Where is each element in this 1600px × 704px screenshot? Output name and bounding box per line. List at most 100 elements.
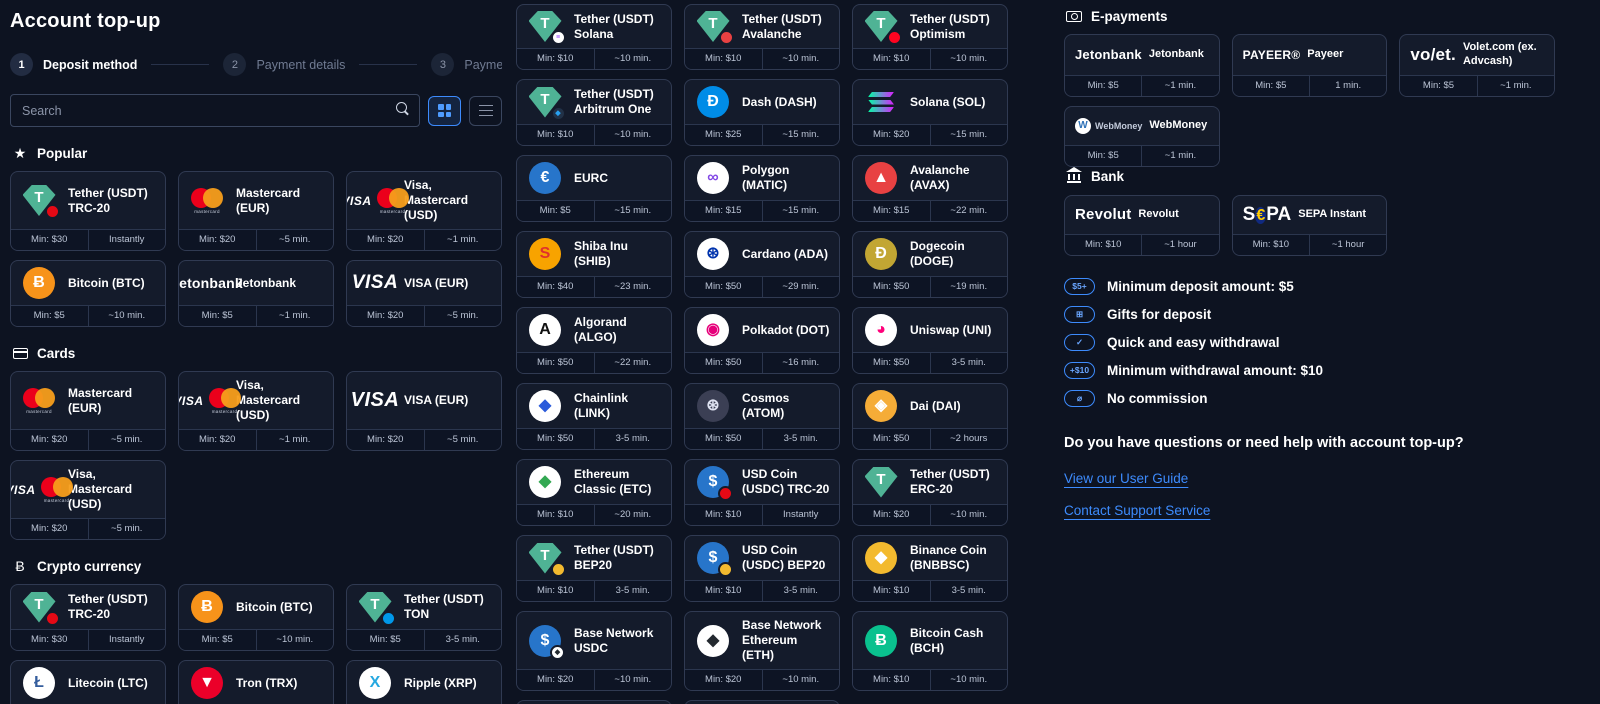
method-min-amount: Min: $50 (517, 353, 595, 373)
payment-method-card[interactable]: € EURC Min: $5 ~15 min. (516, 155, 672, 222)
payment-method-card[interactable]: VISAmastercard Visa, Mastercard (USD) Mi… (10, 460, 166, 540)
method-processing-time: ~5 min. (111, 523, 143, 534)
payment-method-card[interactable]: X Ripple (XRP) Min: $30 ~56 min. (346, 660, 502, 704)
contact-support-link[interactable]: Contact Support Service (1064, 502, 1211, 518)
method-icon-slot: ⊛ (691, 390, 735, 422)
payment-method-card[interactable]: ▲ Avalanche (AVAX) Min: $15 ~22 min. (852, 155, 1008, 222)
payment-method-card[interactable]: T Tether (USDT) Avalanche Min: $10 ~10 m… (684, 4, 840, 70)
method-min-amount: Min: $10 (853, 670, 931, 690)
method-card-footer: Min: $5 ~1 min. (1400, 74, 1554, 96)
network-badge (718, 562, 733, 577)
method-card-top: mastercard Mastercard (EUR) (179, 172, 333, 229)
payment-method-card[interactable]: ◆ Ethereum Classic (ETC) Min: $10 ~20 mi… (516, 459, 672, 526)
payment-method-card[interactable]: vo/et. Volet.com (ex. Advcash) Min: $5 ~… (1399, 34, 1555, 97)
step-payment-details[interactable]: 2 Payment details (223, 53, 345, 76)
method-card-footer: Min: $20 ~10 min. (517, 669, 671, 690)
payment-method-card[interactable]: mastercard Mastercard (EUR) Min: $20 ~5 … (178, 171, 334, 251)
payment-method-card[interactable]: Revolut Revolut Min: $10 ~1 hour (1064, 194, 1220, 256)
payment-method-card[interactable]: Ð Dogecoin (DOGE) Min: $50 ~19 min. (852, 231, 1008, 298)
payment-method-card[interactable]: $ USD Coin (USDC) TRC-20 Min: $10 Instan… (684, 459, 840, 526)
payment-method-card[interactable]: Ƀ Bitcoin (BTC) Min: $5 ~10 min. (10, 260, 166, 327)
method-name: EURC (574, 170, 609, 185)
method-min-amount: Min: $5 (179, 306, 257, 326)
method-card-top: Ƀ Bitcoin (BTC) (11, 261, 165, 305)
method-card-top: VISA VISA (EUR) (347, 372, 501, 429)
step-deposit-method[interactable]: 1 Deposit method (10, 53, 137, 76)
method-card-footer: Min: $10 ~10 min. (517, 48, 671, 69)
payment-method-card[interactable]: VISA VISA (EUR) Min: $20 ~5 min. (346, 260, 502, 327)
payment-method-card[interactable]: ▼ Tron (TRX) Min: $10 Instantly (178, 660, 334, 704)
method-card-top: VISAmastercard Visa, Mastercard (USD) (11, 461, 165, 518)
method-name: Bitcoin Cash (BCH) (910, 625, 984, 655)
section-title: Bank (1091, 169, 1125, 184)
payment-method-card[interactable]: mastercard Mastercard (EUR) Min: $20 ~5 … (10, 371, 166, 451)
right-panel: E-payments Jetonbank Jetonbank Min: $5 ~… (1008, 0, 1600, 704)
payment-method-card[interactable]: VISAmastercard Visa, Mastercard (USD) Mi… (346, 171, 502, 251)
payment-method-card[interactable]: A Algorand (ALGO) Min: $50 ~22 min. (516, 307, 672, 374)
method-min-amount: Min: $20 (179, 430, 257, 450)
feature-quick-withdrawal: ✓ Quick and easy withdrawal (1064, 333, 1555, 351)
mastercard-icon: mastercard (191, 187, 223, 214)
payment-method-card[interactable]: Ƀ Bitcoin Cash (BCH) Min: $10 ~10 min. (852, 611, 1008, 691)
payment-method-card[interactable]: Jetonbank Jetonbank Min: $5 ~1 min. (178, 260, 334, 327)
payment-method-card[interactable]: ◉ Polkadot (DOT) Min: $50 ~16 min. (684, 307, 840, 374)
payment-method-card[interactable]: S€PA SEPA Instant Min: $10 ~1 hour (1231, 194, 1388, 256)
method-name: Tether (USDT) TRC-20 (68, 185, 148, 215)
payment-method-card[interactable]: T Tether (USDT) TRC-20 Min: $30 Instantl… (10, 584, 166, 651)
method-processing-time: ~15 min. (782, 205, 820, 216)
user-guide-link[interactable]: View our User Guide (1064, 470, 1189, 486)
payment-method-card[interactable]: T Tether (USDT) TON Min: $5 3-5 min. (346, 584, 502, 651)
payment-method-card[interactable]: Jetonbank Jetonbank Min: $5 ~1 min. (1064, 34, 1220, 97)
payment-method-card[interactable]: PAYEER® Payeer Min: $5 1 min. (1231, 34, 1388, 97)
payment-method-card[interactable]: T Tether (USDT) ERC-20 Min: $20 ~10 min. (852, 459, 1008, 526)
payment-method-card[interactable]: ◈ Dai (DAI) Min: $50 ~2 hours (852, 383, 1008, 450)
method-icon-slot: $ (691, 466, 735, 501)
step-payment-process[interactable]: 3 Payment proces (431, 53, 502, 76)
payment-method-card[interactable]: ◆ Binance Coin (BNBBSC) Min: $10 3-5 min… (852, 535, 1008, 602)
tether-bep20-icon: T (528, 542, 566, 577)
method-card-footer: Min: $50 ~29 min. (685, 276, 839, 297)
grid-view-button[interactable] (428, 95, 461, 126)
method-name: Visa, Mastercard (USD) (404, 178, 469, 222)
payment-method-card[interactable]: T Tether (USDT) BEP20 Min: $10 3-5 min. (516, 535, 672, 602)
payment-method-card[interactable]: W WebMoney WebMoney Min: $5 ~1 min. (1064, 105, 1220, 167)
payment-method-card[interactable]: T Tether (USDT) TRC-20 Min: $30 Instantl… (10, 171, 166, 251)
payment-method-card[interactable]: VISA VISA (EUR) Min: $20 ~5 min. (346, 371, 502, 451)
payment-method-card[interactable]: ◆ Base Network Ethereum (ETH) Min: $20 ~… (684, 611, 840, 691)
payment-method-card[interactable]: Đ Dash (DASH) Min: $25 ~15 min. (684, 79, 840, 146)
payment-method-card[interactable]: ◆ Chainlink (LINK) Min: $50 3-5 min. (516, 383, 672, 450)
payment-method-card[interactable]: ◕ Uniswap (UNI) Min: $50 3-5 min. (852, 307, 1008, 374)
payment-method-card[interactable]: ⊛ Cardano (ADA) Min: $50 ~29 min. (684, 231, 840, 298)
payment-method-card[interactable]: Ł Litecoin (LTC) Min: $5 ~5 min. (10, 660, 166, 704)
list-view-button[interactable] (469, 95, 502, 126)
payment-method-card[interactable]: T ≡ Tether (USDT) Solana Min: $10 ~10 min… (516, 4, 672, 70)
payment-method-card[interactable]: Ƀ Bitcoin (BTC) Min: $5 ~10 min. (178, 584, 334, 651)
method-card-top: T Tether (USDT) Avalanche (685, 5, 839, 48)
payment-method-card[interactable]: T ◆ Tether (USDT) Arbitrum One Min: $10 ~… (516, 79, 672, 146)
method-name: Jetonbank (1148, 47, 1204, 60)
payment-method-card[interactable]: ∞ Polygon (MATIC) Min: $15 ~15 min. (684, 155, 840, 222)
payment-method-card[interactable]: S Shiba Inu (SHIB) Min: $40 ~23 min. (516, 231, 672, 298)
payment-method-card[interactable]: VISAmastercard Visa, Mastercard (USD) Mi… (178, 371, 334, 451)
payment-method-card[interactable]: Solana (SOL) Min: $20 ~15 min. (852, 79, 1008, 146)
step-number: 2 (223, 53, 247, 76)
payment-method-card[interactable]: T Tether (USDT) Optimism Min: $10 ~10 mi… (852, 4, 1008, 70)
method-processing-time: ~23 min. (614, 281, 652, 292)
section-header-crypto: Ƀ Crypto currency (12, 558, 502, 574)
banknote-icon (1066, 8, 1082, 24)
payment-method-card[interactable]: $ USD Coin (USDC) BEP20 Min: $10 3-5 min… (684, 535, 840, 602)
payment-method-card[interactable]: ◇ Stellar (XLM) Min: $10 ~5 min. (684, 700, 840, 704)
method-card-footer: Min: $5 1 min. (1232, 74, 1387, 96)
method-card-top: Jetonbank Jetonbank (179, 261, 333, 305)
payment-method-card[interactable]: ▼ Toncoin (TON) Min: $5 3-5 min. (516, 700, 672, 704)
method-card-footer: Min: $10 Instantly (685, 504, 839, 525)
search-input[interactable] (10, 94, 420, 127)
method-card-top: VISA VISA (EUR) (347, 261, 501, 305)
method-card-top: ▲ Avalanche (AVAX) (853, 156, 1007, 200)
payment-method-card[interactable]: $ ◆ Base Network USDC Min: $20 ~10 min. (516, 611, 672, 691)
method-processing-time: ~10 min. (108, 310, 146, 321)
method-processing-time: ~1 hour (1164, 238, 1197, 250)
payment-method-card[interactable]: ⊛ Cosmos (ATOM) Min: $50 3-5 min. (684, 383, 840, 450)
method-name: Dai (DAI) (910, 398, 961, 413)
method-card-top: Ł Litecoin (LTC) (11, 661, 165, 704)
